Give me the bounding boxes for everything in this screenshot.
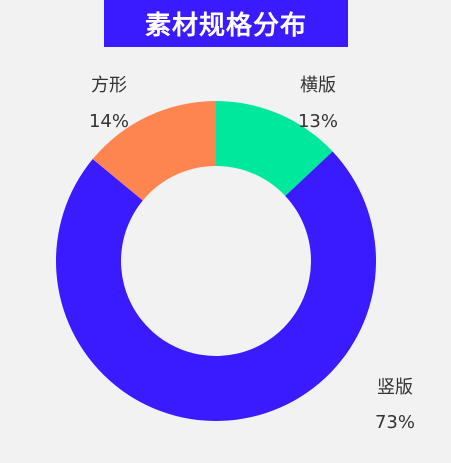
slice-value-label: 73% [375, 412, 415, 433]
chart-title: 素材规格分布 [104, 0, 348, 47]
donut-slice-横版 [216, 101, 333, 196]
slice-category-label: 竖版 [377, 377, 413, 398]
slice-value-label: 13% [298, 111, 338, 132]
donut-slice-竖版 [56, 151, 377, 422]
slice-category-label: 方形 [91, 75, 127, 96]
label-group: 横版 13% 竖版 73% 方形 14% [89, 75, 415, 433]
slice-category-label: 横版 [300, 75, 336, 96]
slice-value-label: 14% [89, 111, 129, 132]
slice-group [56, 101, 377, 422]
donut-slice-方形 [92, 101, 216, 201]
